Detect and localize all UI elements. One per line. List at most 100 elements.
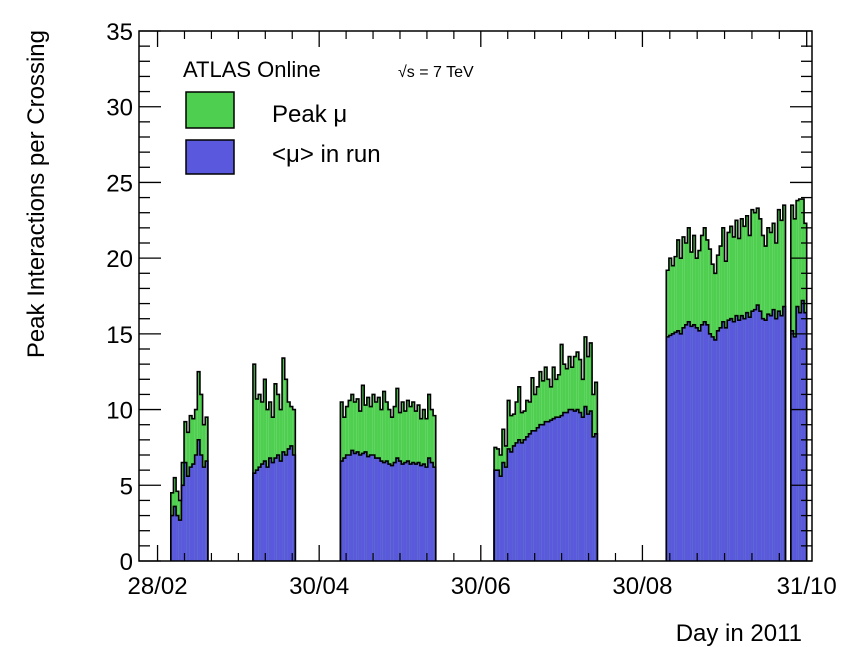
avg-mu-bar	[409, 464, 412, 561]
avg-mu-bar	[266, 467, 269, 561]
avg-mu-bar	[173, 506, 177, 561]
avg-mu-bar	[801, 300, 805, 561]
avg-mu-bar	[512, 445, 516, 561]
avg-mu-bar	[496, 470, 500, 561]
y-axis-title: Peak Interactions per Crossing	[23, 30, 50, 358]
avg-mu-bar	[724, 327, 728, 561]
avg-mu-bar	[772, 309, 775, 561]
peak-mu-outline	[169, 198, 808, 561]
avg-mu-bar	[406, 461, 410, 561]
avg-mu-bar	[427, 458, 431, 561]
avg-mu-bar	[671, 333, 675, 561]
bars-layer	[169, 198, 808, 562]
avg-mu-bar	[541, 424, 545, 561]
tick-labels-layer: 0 5 10 15 20 25 30 35 28/02 30/04 30/06 30/08 31/10	[106, 19, 836, 600]
avg-mu-bar	[401, 464, 404, 561]
avg-mu-bar	[197, 439, 200, 561]
avg-mu-bar	[274, 458, 277, 561]
avg-mu-bar	[268, 458, 272, 561]
avg-mu-bar	[385, 461, 389, 561]
avg-mu-bar	[721, 321, 725, 561]
avg-mu-bar	[732, 321, 736, 561]
avg-mu-bar	[531, 430, 534, 561]
avg-mu-bar	[369, 455, 373, 561]
y-tick-label: 25	[106, 170, 133, 197]
avg-mu-bar	[279, 461, 283, 561]
avg-mu-bar	[798, 312, 802, 561]
avg-mu-bar	[528, 433, 532, 561]
avg-mu-bar	[184, 462, 187, 561]
avg-mu-bar	[258, 467, 261, 561]
avg-mu-bar	[398, 461, 402, 561]
avg-mu-bar	[260, 464, 264, 561]
avg-mu-bar	[690, 326, 693, 561]
avg-mu-bar	[592, 436, 595, 561]
avg-mu-bar	[716, 330, 720, 561]
y-tick-label: 5	[120, 473, 133, 500]
avg-mu-bar	[181, 485, 185, 561]
avg-mu-bar	[706, 324, 709, 561]
avg-mu-bar	[562, 412, 566, 561]
avg-mu-bar	[170, 515, 174, 561]
avg-mu-bar	[388, 464, 391, 561]
avg-mu-bar	[666, 336, 669, 561]
legend-swatch-peak	[185, 91, 235, 129]
avg-mu-bar	[515, 442, 518, 561]
avg-mu-bar	[743, 318, 746, 561]
avg-mu-bar	[252, 473, 256, 561]
avg-mu-bar	[374, 458, 378, 561]
avg-mu-bar	[560, 415, 563, 561]
avg-mu-bar	[509, 451, 513, 561]
avg-mu-bar	[708, 333, 712, 561]
avg-mu-bar	[584, 406, 587, 561]
avg-mu-bar	[740, 315, 744, 561]
avg-mu-bar	[186, 476, 190, 561]
avg-mu-bar	[191, 464, 195, 561]
avg-mu-bar	[756, 305, 760, 561]
avg-mu-bar	[774, 318, 778, 561]
avg-mu-bar	[586, 414, 590, 561]
avg-mu-bar	[576, 409, 579, 561]
avg-mu-bar	[523, 439, 526, 561]
avg-mu-bar	[271, 462, 275, 561]
avg-mu-bar	[549, 420, 553, 561]
y-tick-label: 10	[106, 398, 133, 425]
avg-mu-bar	[748, 317, 752, 561]
y-tick-label: 15	[106, 322, 133, 349]
avg-mu-bar	[692, 324, 696, 561]
avg-mu-bar	[433, 467, 436, 561]
avg-mu-bar	[737, 320, 741, 561]
avg-mu-bar	[547, 421, 550, 561]
avg-mu-bar	[751, 311, 754, 561]
avg-mu-bar	[276, 455, 280, 561]
x-tick-label: 30/04	[289, 573, 349, 600]
avg-mu-bar	[793, 336, 797, 561]
avg-mu-bar	[353, 453, 357, 561]
legend: ATLAS Online √s = 7 TeV Peak μ <μ> in ru…	[183, 57, 474, 175]
avg-mu-bar	[735, 315, 738, 561]
avg-mu-bar	[176, 515, 179, 561]
avg-mu-bar	[343, 458, 346, 561]
avg-mu-bar	[422, 464, 426, 561]
x-tick-label: 28/02	[128, 573, 188, 600]
avg-mu-bar	[764, 320, 767, 561]
avg-mu-bar	[199, 455, 203, 561]
plot-frame	[138, 30, 813, 562]
avg-mu-bar	[425, 467, 428, 561]
avg-mu-bar	[766, 314, 770, 561]
legend-experiment-label: ATLAS Online	[183, 57, 321, 82]
avg-mu-bar	[366, 456, 370, 561]
avg-mu-bar	[745, 312, 749, 561]
avg-mu-bar	[290, 445, 293, 561]
avg-mu-bar	[589, 411, 593, 561]
avg-mu-bar	[525, 436, 529, 561]
avg-mu-bar	[796, 306, 799, 561]
avg-mu-bar	[676, 330, 680, 561]
avg-mu-bar	[568, 409, 571, 561]
avg-mu-bar	[202, 467, 206, 561]
avg-mu-bar	[520, 442, 524, 561]
avg-mu-bar	[377, 458, 381, 561]
avg-mu-bar	[396, 458, 399, 561]
legend-energy-label: √s = 7 TeV	[398, 64, 474, 81]
avg-mu-bar	[494, 470, 497, 561]
